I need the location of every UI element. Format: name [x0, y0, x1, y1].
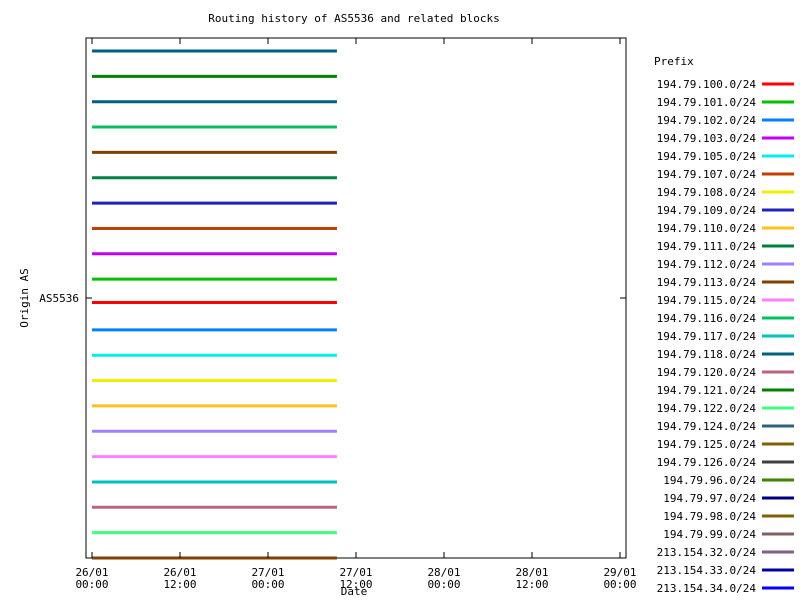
legend-entry-label: 194.79.97.0/24 — [663, 492, 756, 505]
legend-entry-label: 213.154.33.0/24 — [657, 564, 757, 577]
legend-entry-label: 194.79.125.0/24 — [657, 438, 757, 451]
chart-title: Routing history of AS5536 and related bl… — [208, 12, 499, 25]
legend-entry-label: 213.154.34.0/24 — [657, 582, 757, 595]
x-tick-label: 26/01 00:00 — [75, 566, 108, 591]
legend-entry-label: 194.79.109.0/24 — [657, 204, 757, 217]
legend-entry-label: 194.79.100.0/24 — [657, 78, 757, 91]
legend-entry-label: 194.79.105.0/24 — [657, 150, 757, 163]
legend-title: Prefix — [654, 55, 694, 68]
legend-entry-label: 194.79.116.0/24 — [657, 312, 757, 325]
legend-entry-label: 194.79.120.0/24 — [657, 366, 757, 379]
legend-entry-label: 194.79.101.0/24 — [657, 96, 757, 109]
y-axis-label: Origin AS — [18, 268, 31, 328]
x-tick-label: 27/01 12:00 — [339, 566, 372, 591]
x-tick-label: 27/01 00:00 — [251, 566, 284, 591]
legend-entry-label: 194.79.112.0/24 — [657, 258, 757, 271]
legend-entry-label: 194.79.110.0/24 — [657, 222, 757, 235]
legend-entry-label: 194.79.108.0/24 — [657, 186, 757, 199]
x-tick-label: 28/01 12:00 — [515, 566, 548, 591]
legend-entry-label: 213.154.32.0/24 — [657, 546, 757, 559]
legend-entry-label: 194.79.117.0/24 — [657, 330, 757, 343]
x-axis-label: Date — [341, 585, 368, 598]
legend-entry-label: 194.79.96.0/24 — [663, 474, 756, 487]
x-tick-label: 29/01 00:00 — [603, 566, 636, 591]
x-tick-label: 28/01 00:00 — [427, 566, 460, 591]
legend-entry-label: 194.79.113.0/24 — [657, 276, 757, 289]
legend: 194.79.100.0/24 194.79.101.0/24 194.79.102… — [657, 78, 794, 595]
x-axis-ticks: 26/01 00:00 26/01 12:00 27/01 00:00 27/01 12:00… — [75, 38, 637, 591]
legend-entry-label: 194.79.103.0/24 — [657, 132, 757, 145]
plot-frame — [85, 37, 627, 559]
legend-entry-label: 194.79.98.0/24 — [663, 510, 756, 523]
x-tick-label: 26/01 12:00 — [163, 566, 196, 591]
y-tick-label: AS5536 — [39, 292, 79, 305]
series-lines — [92, 49, 337, 560]
legend-entry-label: 194.79.99.0/24 — [663, 528, 756, 541]
legend-entry-label: 194.79.102.0/24 — [657, 114, 757, 127]
legend-entry-label: 194.79.115.0/24 — [657, 294, 757, 307]
legend-entry-label: 194.79.107.0/24 — [657, 168, 757, 181]
legend-entry-label: 194.79.111.0/24 — [657, 240, 757, 253]
legend-entry-label: 194.79.121.0/24 — [657, 384, 757, 397]
legend-entry-label: 194.79.122.0/24 — [657, 402, 757, 415]
legend-entry-label: 194.79.124.0/24 — [657, 420, 757, 433]
legend-entry-label: 194.79.118.0/24 — [657, 348, 757, 361]
legend-entry-label: 194.79.126.0/24 — [657, 456, 757, 469]
